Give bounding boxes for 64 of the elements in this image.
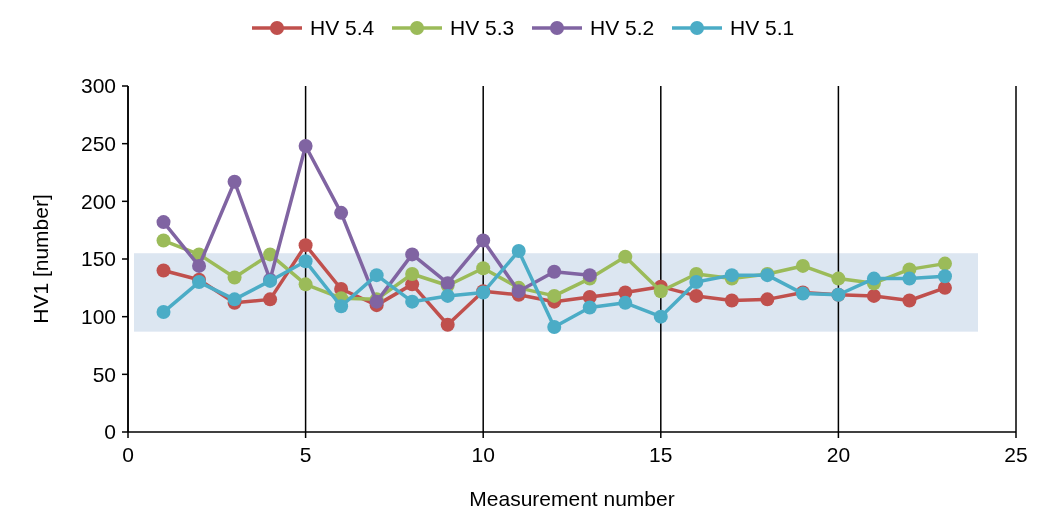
point (937, 269, 952, 284)
point (866, 288, 881, 303)
point (298, 254, 313, 269)
point (547, 288, 562, 303)
x-tick-label: 20 (826, 443, 851, 466)
point (618, 249, 633, 264)
legend-label: HV 5.3 (450, 16, 515, 40)
point (440, 288, 455, 303)
point (653, 284, 668, 299)
x-tick-label: 0 (122, 443, 134, 466)
x-tick-label: 10 (471, 443, 495, 466)
point (689, 288, 704, 303)
point (263, 292, 278, 307)
x-axis-title: Measurement number (469, 487, 675, 510)
x-tick-label: 5 (299, 443, 312, 466)
point (689, 275, 704, 290)
point (724, 293, 739, 308)
point (334, 299, 349, 314)
legend-label: HV 5.2 (590, 16, 655, 40)
point (511, 243, 526, 258)
legend-label: HV 5.1 (730, 16, 795, 40)
point (653, 309, 668, 324)
point (937, 256, 952, 271)
y-tick-label: 100 (80, 305, 116, 329)
y-tick-label: 250 (80, 132, 116, 156)
point (547, 320, 562, 335)
point (298, 138, 313, 153)
point (440, 317, 455, 332)
point (156, 215, 171, 230)
point (476, 233, 491, 248)
point (405, 266, 420, 281)
point (476, 261, 491, 276)
y-tick-label: 300 (80, 74, 116, 98)
y-tick-label: 0 (104, 420, 116, 444)
point (334, 205, 349, 220)
x-tick-label: 15 (649, 443, 673, 466)
point (405, 247, 420, 262)
point (369, 268, 384, 283)
point (582, 300, 597, 315)
point (156, 233, 171, 248)
x-tick-label: 25 (1004, 443, 1028, 466)
y-tick-label: 150 (80, 247, 116, 271)
point (547, 264, 562, 279)
point (866, 271, 881, 286)
point (405, 294, 420, 309)
point (618, 295, 633, 310)
point (192, 258, 207, 273)
point (227, 270, 242, 285)
y-tick-label: 50 (92, 362, 116, 386)
y-axis-title: HV1 [number] (29, 194, 52, 324)
point (795, 258, 810, 273)
point (298, 238, 313, 253)
point (156, 305, 171, 320)
point (263, 247, 278, 262)
point (156, 263, 171, 278)
point (760, 292, 775, 307)
legend-label: HV 5.4 (310, 16, 375, 40)
y-tick-label: 200 (80, 189, 116, 213)
point (937, 280, 952, 295)
point (902, 293, 917, 308)
point (298, 277, 313, 292)
point (831, 271, 846, 286)
point (227, 174, 242, 189)
point (902, 271, 917, 286)
